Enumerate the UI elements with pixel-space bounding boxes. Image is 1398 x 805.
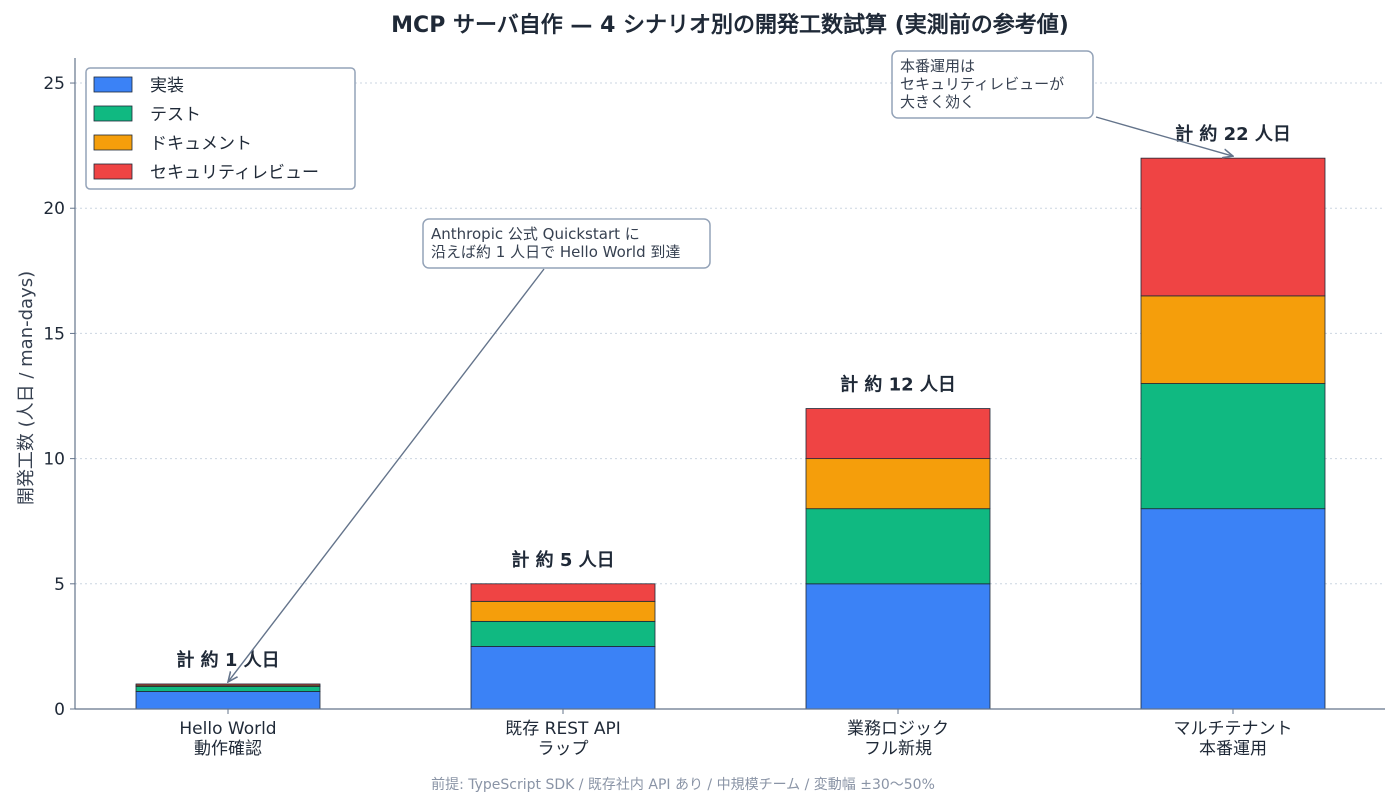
y-tick-label: 20 [43,199,65,219]
legend-label: テスト [150,105,201,125]
y-axis-label: 開発工数 (人日 / man-days) [16,271,37,505]
annotation-box [422,218,711,269]
x-tick-label: マルチテナント [1174,719,1293,739]
annotation-box [891,50,1094,119]
x-tick-label: 業務ロジック [847,719,949,739]
x-tick-label: 本番運用 [1199,739,1267,759]
footnote: 前提: TypeScript SDK / 既存社内 API あり / 中規模チー… [431,776,935,793]
total-label: 計 約 12 人日 [840,374,956,396]
x-tick-label: Hello World [179,719,276,739]
total-label: 計 約 22 人日 [1175,123,1291,145]
y-tick-label: 10 [43,450,65,470]
bar-segment [1140,508,1326,710]
x-tick-label: 既存 REST API [505,719,620,739]
total-label: 計 約 5 人日 [511,549,614,571]
annotation-text: 本番運用は [900,57,975,75]
x-tick-label: 動作確認 [194,739,262,759]
legend-box [85,67,356,190]
total-labels: 計 約 1 人日 計 約 5 人日 計 約 12 人日 計 約 22 人日 [176,123,1291,671]
bar-segment [805,508,991,585]
bar-segment [135,691,321,710]
y-tick-label: 25 [43,74,65,94]
x-tick-label: フル新規 [864,739,932,759]
bar-segment [805,408,991,460]
legend-label: ドキュメント [150,134,252,154]
annotation-text: 沿えば約 1 人日で Hello World 到達 [431,243,680,261]
bar-segment [805,583,991,710]
annotation-text: Anthropic 公式 Quickstart に [431,225,640,243]
bar-segment [1140,383,1326,510]
bar-segment [805,458,991,510]
bar-segment [135,686,321,692]
bar-segment [1140,157,1326,297]
y-tick-label: 5 [54,575,65,595]
legend-swatch [93,76,133,93]
y-tick-label: 0 [54,700,65,720]
annotation-text: セキュリティレビューが [900,75,1064,93]
legend-swatch [93,105,133,122]
annotation-arrow [228,268,545,682]
legend-swatch [93,163,133,180]
bar-segment [470,646,656,710]
bar-segment [1140,295,1326,384]
legend-label: 実装 [150,76,184,96]
bar-segment [470,583,656,602]
annotation-arrow [1095,116,1233,156]
y-tick-label: 15 [43,324,65,344]
total-label: 計 約 1 人日 [176,649,279,671]
legend-label: セキュリティレビュー [150,163,319,183]
annotation-text: 大きく効く [900,93,975,111]
chart-title: MCP サーバ自作 — 4 シナリオ別の開発工数試算 (実測前の参考値) [391,12,1069,38]
bars-group [135,157,1326,710]
bar-segment [470,620,656,647]
legend-swatch [93,134,133,151]
x-tick-label: ラップ [538,739,589,759]
bar-segment [135,683,321,686]
bar-segment [470,600,656,622]
